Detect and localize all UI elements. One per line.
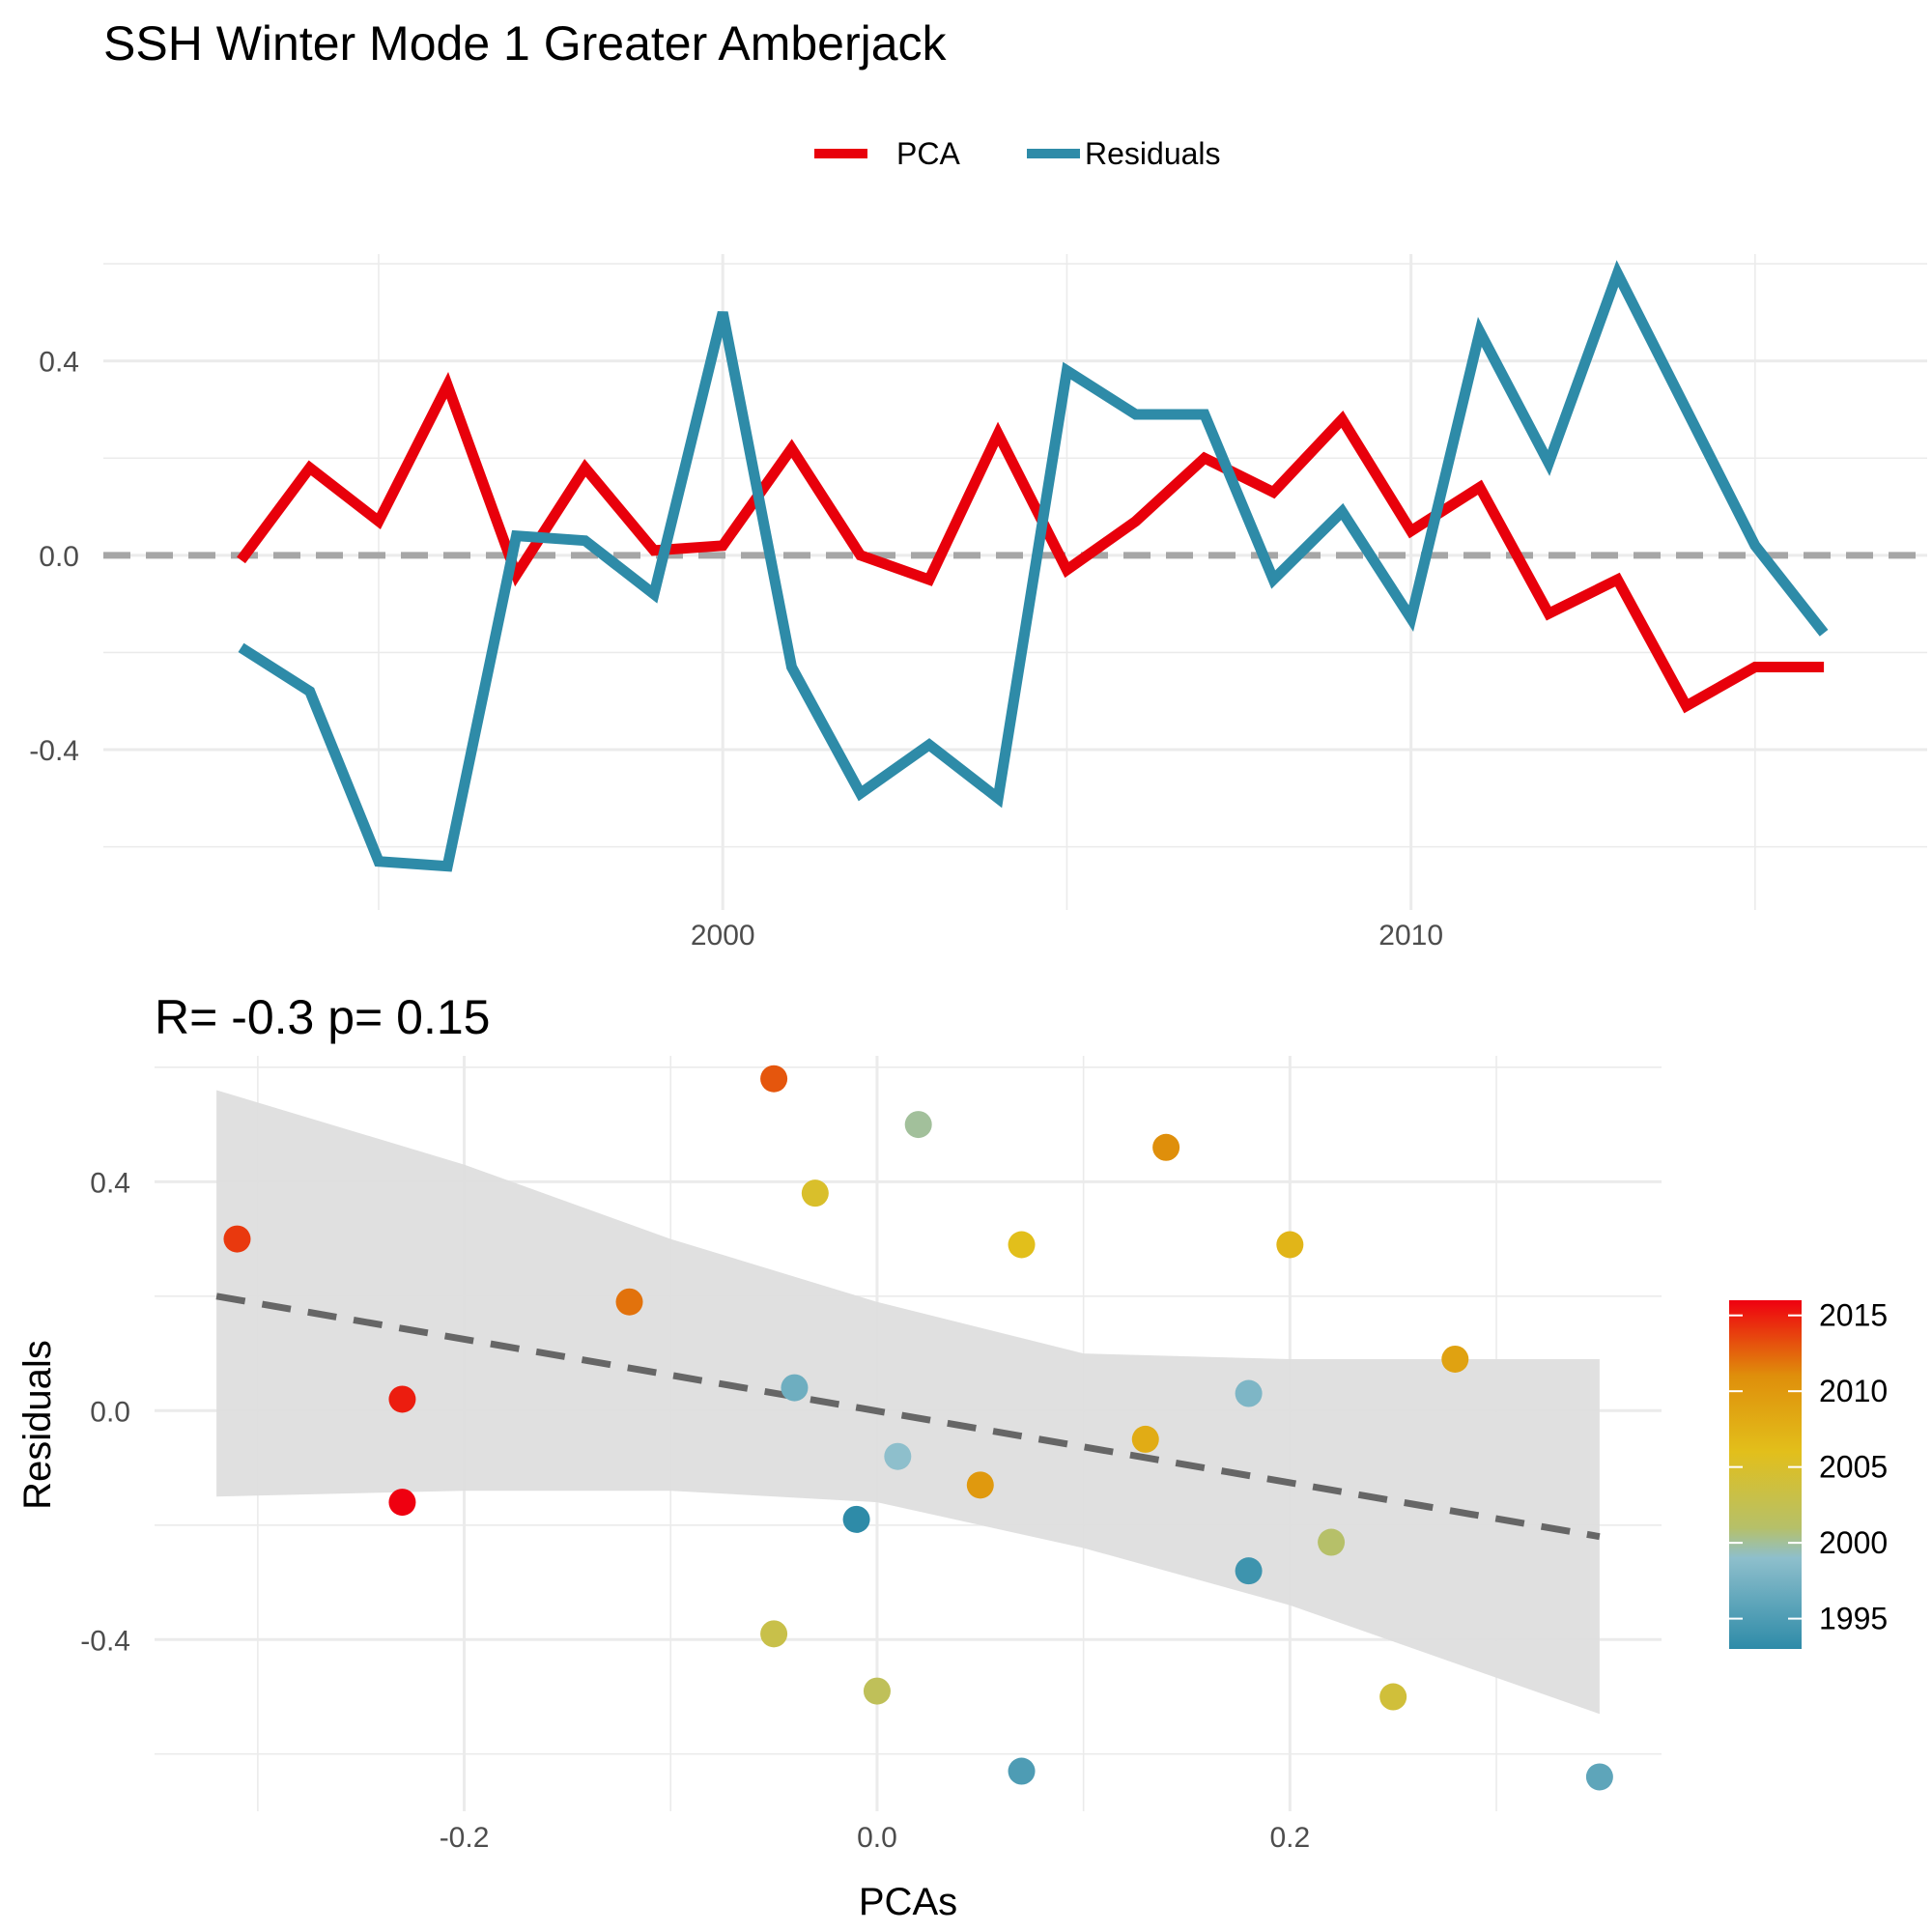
scatter-tick-labels: -0.4 0.0 0.4 -0.2 0.0 0.2 [80, 1167, 1310, 1854]
colorbar-tick-label: 2010 [1819, 1374, 1888, 1408]
scatter-title: R= -0.3 p= 0.15 [155, 990, 490, 1044]
series-line-pca [237, 371, 1825, 714]
colorbar-tick-label: 2000 [1819, 1525, 1888, 1560]
scatter-point-2009 [1441, 1345, 1469, 1373]
scatter-point-2011 [1152, 1133, 1180, 1161]
legend-label-residuals: Residuals [1085, 136, 1221, 171]
regression-line [215, 1293, 1601, 1541]
colorbar-tick-label: 2005 [1819, 1450, 1888, 1485]
scatter-points [223, 1065, 1613, 1791]
x-tick-label: 2000 [691, 920, 755, 952]
y-tick-label: -0.4 [80, 1625, 130, 1657]
confidence-band [216, 1090, 1600, 1715]
x-tick-label: -0.2 [440, 1822, 490, 1854]
scatter-point-1999 [884, 1442, 912, 1470]
scatter-y-axis-title: Residuals [16, 1340, 59, 1510]
scatter-point-1997 [781, 1374, 809, 1402]
scatter-point-2012 [615, 1288, 643, 1316]
scatter-point-1996 [1585, 1763, 1613, 1791]
line-chart-tick-labels: -0.4 0.0 0.4 2000 2010 [29, 347, 1443, 952]
y-tick-label: -0.4 [29, 735, 79, 767]
x-tick-label: 0.0 [857, 1822, 897, 1854]
scatter-point-2016 [388, 1489, 416, 1517]
x-tick-label: 0.2 [1269, 1822, 1310, 1854]
scatter-regression-line [215, 1293, 1601, 1541]
scatter-point-2000 [904, 1111, 932, 1139]
year-colorbar: 1995 2000 2005 2010 2015 [1729, 1298, 1888, 1649]
scatter-point-1993 [842, 1505, 870, 1533]
series-line-residuals [238, 260, 1829, 872]
scatter-x-axis-title: PCAs [859, 1881, 957, 1923]
scatter-confidence-band [216, 1090, 1600, 1715]
colorbar-tick-label: 1995 [1819, 1602, 1888, 1636]
legend-label-pca: PCA [896, 136, 960, 171]
scatter-point-2007 [1276, 1231, 1304, 1259]
scatter-point-2015 [388, 1385, 416, 1413]
scatter-point-2001 [1318, 1528, 1346, 1556]
line-chart-series [237, 260, 1829, 872]
line-legend: PCA Residuals [814, 136, 1221, 171]
colorbar-tick-label: 2015 [1819, 1298, 1888, 1333]
scatter-point-2008 [1131, 1425, 1159, 1453]
scatter-point-2005 [801, 1179, 829, 1208]
y-tick-label: 0.0 [90, 1396, 130, 1428]
scatter-point-2013 [760, 1065, 788, 1093]
colorbar-gradient [1729, 1300, 1802, 1649]
scatter-point-2006 [1008, 1231, 1036, 1259]
x-tick-label: 2010 [1378, 920, 1443, 952]
scatter-point-2004 [1379, 1683, 1407, 1711]
colorbar-ticks: 1995 2000 2005 2010 2015 [1729, 1298, 1888, 1636]
scatter-chart: -0.4 0.0 0.4 -0.2 0.0 0.2 [80, 1056, 1662, 1854]
y-tick-label: 0.4 [90, 1167, 130, 1199]
scatter-point-2003 [760, 1620, 788, 1648]
scatter-point-1995 [1008, 1757, 1036, 1785]
scatter-point-1994 [1235, 1557, 1263, 1585]
figure-title: SSH Winter Mode 1 Greater Amberjack [103, 16, 948, 71]
scatter-point-2010 [966, 1471, 994, 1499]
y-tick-label: 0.0 [39, 541, 79, 573]
line-chart: -0.4 0.0 0.4 2000 2010 [29, 254, 1927, 952]
scatter-point-2002 [863, 1677, 891, 1705]
scatter-point-2014 [223, 1225, 251, 1253]
scatter-point-1998 [1235, 1379, 1263, 1407]
y-tick-label: 0.4 [39, 347, 79, 379]
